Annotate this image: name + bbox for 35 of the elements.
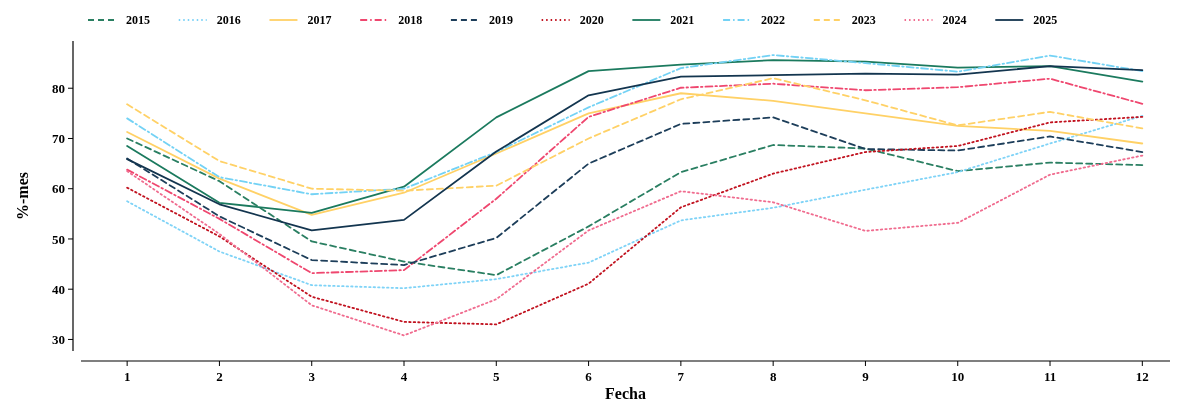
x-tick-label: 10 [951,369,965,384]
legend-label: 2025 [1033,13,1058,28]
legend-label: 2015 [126,13,150,28]
x-tick-label: 6 [585,369,593,384]
line-series [126,115,1144,326]
legend-label: 2023 [851,13,876,28]
line-series [126,77,1144,275]
legend-label: 2019 [488,13,513,28]
legend-label: 2016 [216,13,241,28]
y-tick-label: 40 [52,281,65,297]
x-tick-label: 2 [216,369,223,384]
line-series [126,154,1144,337]
x-tick-label: 12 [1135,369,1149,384]
y-tick-label: 80 [52,80,65,96]
y-tick-label: 50 [52,231,65,247]
x-tick-label: 11 [1043,369,1057,384]
x-tick-label: 8 [769,369,777,384]
x-tick-label: 3 [308,369,316,384]
y-tick-label: 70 [52,131,65,147]
legend-label: 2020 [579,13,604,28]
line-series [126,137,1144,277]
legend-label: 2021 [670,13,695,28]
legend-label: 2024 [942,13,967,28]
y-tick-label: 60 [52,181,65,197]
y-tick-label: 30 [52,331,65,347]
x-tick-label: 1 [123,369,131,384]
x-tick-label: 4 [400,369,408,384]
x-tick-label: 7 [677,369,685,384]
y-axis-title: %-mes [14,172,31,220]
legend-label: 2017 [307,13,332,28]
x-tick-label: 9 [862,369,870,384]
legend-label: 2022 [761,13,786,28]
x-tick-label: 5 [493,369,501,384]
x-axis-title: Fecha [605,385,646,402]
legend-label: 2018 [398,13,423,28]
